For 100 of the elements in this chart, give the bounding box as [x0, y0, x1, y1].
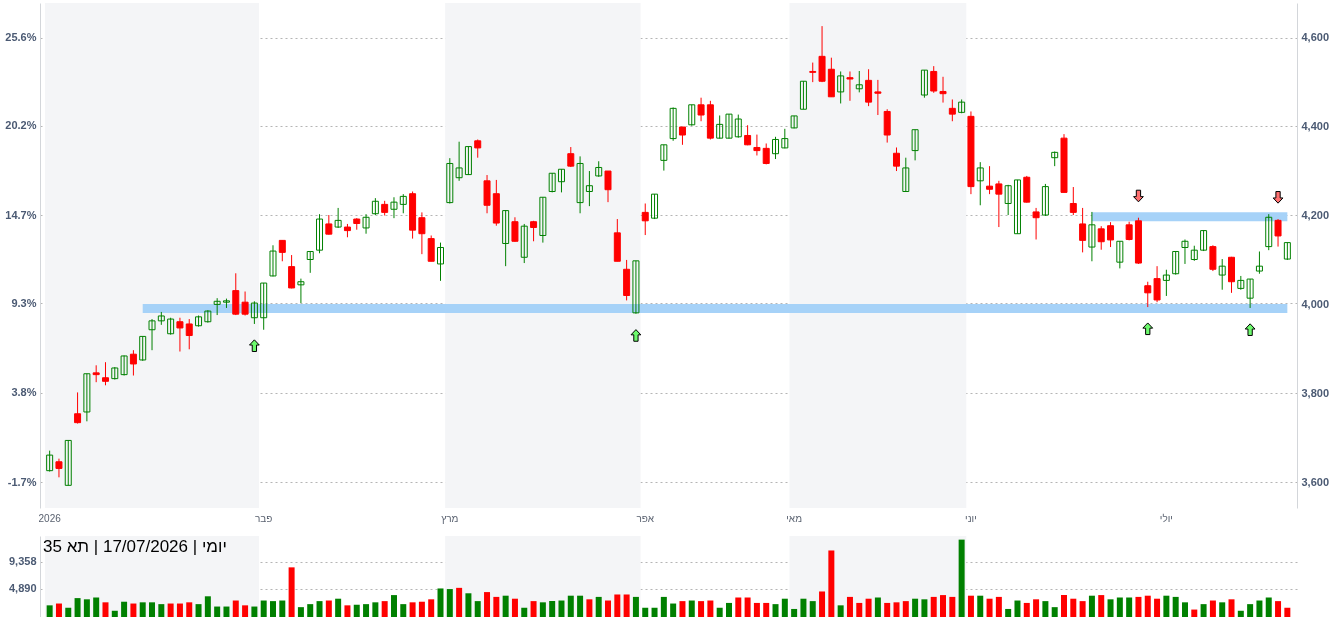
bar — [1061, 595, 1067, 617]
candlestick — [948, 98, 956, 122]
bar — [1051, 607, 1058, 617]
bar — [288, 567, 295, 617]
candlestick — [1069, 186, 1077, 216]
candlestick — [902, 157, 910, 192]
candlestick — [316, 213, 324, 254]
candlestick — [297, 278, 305, 304]
candlestick — [232, 272, 240, 316]
bar — [1228, 599, 1235, 617]
bar — [967, 595, 974, 617]
bar — [651, 607, 658, 617]
bar — [688, 600, 695, 617]
bar — [474, 601, 481, 617]
bar — [390, 595, 397, 617]
bar — [484, 592, 491, 617]
candlestick — [437, 242, 444, 282]
bar — [642, 607, 649, 617]
candlestick — [1144, 281, 1152, 308]
bar — [1033, 599, 1040, 617]
bar — [949, 596, 956, 617]
y-tick-label: 3.8% — [11, 386, 37, 399]
candlestick — [1162, 269, 1170, 297]
bar — [1126, 597, 1133, 617]
candlestick — [269, 244, 277, 277]
candlestick — [1181, 239, 1189, 265]
bar — [791, 608, 798, 617]
candlestick — [511, 216, 519, 243]
bar — [446, 589, 453, 617]
bar — [1079, 601, 1086, 617]
bar — [1237, 610, 1244, 617]
bar — [698, 601, 705, 617]
candlestick — [772, 136, 780, 160]
candlestick — [669, 106, 677, 142]
candlestick — [716, 114, 724, 140]
candlestick — [585, 170, 593, 207]
bar — [1144, 595, 1151, 617]
bar — [297, 607, 304, 617]
candlestick — [688, 104, 696, 127]
candlestick — [1079, 207, 1087, 253]
bar — [232, 600, 239, 617]
bar — [1219, 602, 1226, 617]
bar — [940, 595, 947, 617]
candlestick — [1097, 225, 1105, 251]
candlestick — [362, 213, 370, 235]
bar — [428, 599, 435, 617]
candlestick — [1032, 207, 1040, 240]
candlestick — [250, 300, 258, 325]
bar — [586, 599, 593, 617]
candlestick — [995, 180, 1003, 228]
bar — [595, 596, 602, 617]
candlestick — [288, 254, 296, 289]
bar — [335, 598, 342, 617]
bar — [707, 600, 714, 617]
candlestick — [455, 141, 463, 182]
bar — [1172, 596, 1179, 617]
candlestick — [1107, 221, 1115, 248]
candlestick — [101, 361, 109, 386]
x-tick-label: 2026 — [38, 513, 62, 524]
bar — [363, 604, 370, 617]
bar — [325, 600, 332, 617]
candlestick — [548, 172, 556, 193]
bar — [1163, 595, 1170, 617]
y2-tick-label: 3,800 — [1301, 386, 1330, 399]
bar — [1154, 598, 1161, 617]
bar — [893, 602, 900, 617]
bar — [139, 602, 146, 617]
candlestick — [325, 214, 333, 236]
x-tick-label: יוני — [965, 513, 977, 524]
candlestick — [520, 223, 528, 264]
bar — [1265, 597, 1272, 617]
candlestick — [790, 115, 798, 129]
bar — [549, 601, 556, 617]
candlestick — [930, 65, 938, 94]
candlestick — [846, 70, 854, 102]
bar — [270, 601, 276, 617]
bar — [865, 598, 872, 617]
y2-tick-label: 4,200 — [1301, 208, 1330, 221]
candlestick — [920, 69, 928, 99]
bar — [93, 597, 100, 617]
candlestick — [120, 355, 128, 377]
candlestick — [799, 80, 807, 110]
candlestick — [604, 170, 612, 203]
bar — [418, 601, 425, 617]
candlestick — [986, 165, 994, 195]
bar — [521, 607, 528, 617]
bar — [409, 602, 416, 617]
bar — [260, 600, 267, 617]
bar — [1042, 601, 1049, 617]
y-tick-label: 20.2% — [5, 119, 37, 132]
bar — [1135, 596, 1142, 617]
x-tick-label: פבר — [254, 513, 273, 524]
bar — [800, 598, 807, 617]
candlestick — [660, 144, 668, 172]
bar — [102, 602, 109, 617]
bar — [130, 603, 137, 617]
bar — [158, 604, 165, 617]
candlestick — [1200, 229, 1208, 252]
bar — [1200, 604, 1207, 617]
bar — [400, 604, 407, 617]
